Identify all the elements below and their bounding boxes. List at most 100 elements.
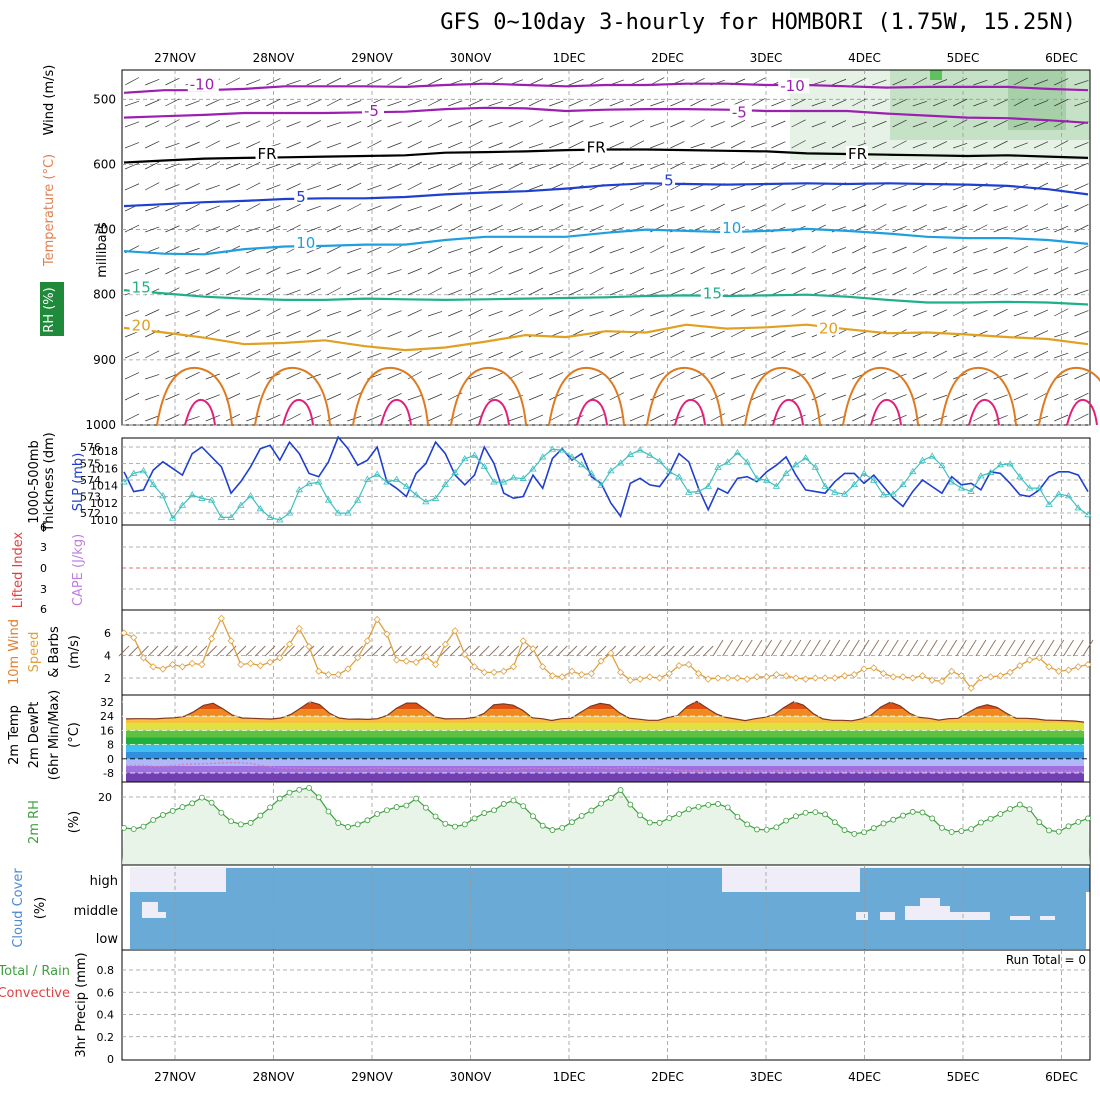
- wind-speed-point: [1084, 660, 1092, 669]
- wind-barb: [1013, 352, 1028, 359]
- cloud-high-bar: [1000, 868, 1018, 880]
- wind-speed-point: [363, 637, 372, 645]
- wind-barbs: [118, 639, 1094, 657]
- wind-barb: [367, 329, 382, 338]
- wind-barb: [165, 246, 180, 254]
- wind-barb: [609, 268, 624, 275]
- wind-barb: [225, 289, 241, 296]
- wind-barb: [448, 289, 463, 296]
- wind-speed-point: [607, 649, 615, 657]
- rh-point: [822, 811, 828, 818]
- wind-speed-point: [753, 673, 761, 681]
- wind-barb: [670, 161, 685, 170]
- wind-barb: [138, 645, 149, 657]
- cloud-high-bar: [980, 868, 1000, 884]
- wind-barb: [994, 639, 1006, 657]
- wind-barb: [609, 351, 624, 359]
- rh-point: [695, 803, 702, 810]
- wind-barb: [710, 162, 725, 170]
- rh-point: [997, 811, 1004, 817]
- wind-barb: [185, 416, 200, 422]
- wind-barb: [407, 329, 422, 338]
- wind-barb: [1013, 98, 1028, 107]
- wind-barb: [993, 205, 1008, 212]
- slp-point: [363, 475, 372, 482]
- wind-barb: [973, 162, 988, 170]
- isotherm-label-bg: [778, 78, 810, 94]
- wind-barb: [693, 645, 704, 657]
- wind-speed-point: [412, 658, 420, 666]
- wind-barb: [528, 143, 544, 149]
- wind-speed-point: [899, 673, 907, 681]
- wind-barb: [286, 162, 301, 170]
- rh-point: [909, 808, 916, 815]
- wind-barb: [347, 330, 362, 338]
- rh-point: [306, 784, 312, 791]
- wind-barb: [1013, 266, 1028, 275]
- wind-barb: [912, 100, 927, 107]
- wind-speed-point: [529, 645, 537, 653]
- wind-barb: [165, 414, 180, 422]
- chart-title: GFS 0~10day 3-hourly for HOMBORI (1.75W,…: [440, 10, 1076, 35]
- wind-barb: [306, 288, 321, 296]
- isotherm-label-bg: [129, 279, 152, 295]
- slp-tick-label: 1018: [90, 445, 118, 458]
- wind-barb: [872, 351, 887, 359]
- wind-barb: [549, 203, 564, 212]
- slp-point: [947, 478, 956, 485]
- wind-barb: [751, 372, 766, 380]
- isotherm-label: 10: [296, 234, 315, 252]
- wind-barb: [225, 224, 241, 233]
- wind-barb: [549, 413, 564, 422]
- wind-speed-point: [743, 675, 751, 683]
- wind-barb: [205, 353, 220, 359]
- pressure-tick-label: 500: [93, 92, 116, 106]
- wind-barb: [1074, 245, 1089, 254]
- wind-barb: [609, 100, 624, 107]
- wind-barb: [367, 140, 382, 149]
- slp-point: [178, 501, 187, 508]
- slp-point: [509, 473, 518, 481]
- wind-barb: [965, 639, 977, 657]
- wind-barb: [1054, 352, 1069, 359]
- slp-point: [801, 454, 810, 461]
- wind-barb: [549, 121, 564, 128]
- wind-barb: [912, 245, 927, 254]
- wind-barb: [367, 119, 382, 128]
- wind-barb: [1063, 639, 1074, 657]
- bottom-date-label: 28NOV: [253, 1070, 295, 1084]
- wind-barb: [839, 639, 850, 657]
- slp-point: [120, 478, 128, 485]
- slp-point: [870, 476, 878, 483]
- wind-speed-point: [646, 673, 654, 681]
- wind-barb: [468, 246, 483, 254]
- wind-speed-point: [977, 674, 985, 682]
- rh-point: [442, 820, 449, 827]
- wind-barb: [488, 183, 503, 191]
- slp-point: [1074, 504, 1082, 511]
- wind-barb: [751, 310, 766, 317]
- wind-speed-point: [1074, 663, 1082, 671]
- hot-contour: [968, 398, 1000, 426]
- wind-speed-point: [432, 660, 440, 669]
- wind-barb: [427, 77, 443, 86]
- wind-barb: [852, 266, 867, 275]
- wind-barb: [362, 645, 373, 657]
- wind-barb: [286, 183, 301, 191]
- wind-barb: [549, 141, 564, 149]
- wind-speed-point: [383, 630, 391, 638]
- wind-speed-line: [123, 616, 1089, 690]
- wind-barb: [670, 120, 685, 128]
- wind-barb: [730, 394, 746, 401]
- wind-barb: [549, 224, 564, 233]
- top-date-label: 1DEC: [553, 51, 586, 65]
- wind-barb: [1013, 163, 1028, 170]
- wind-speed-point: [217, 614, 225, 622]
- wind-barb: [1033, 392, 1049, 401]
- wind-barb: [427, 373, 443, 380]
- wind-barb: [427, 98, 443, 107]
- wind-barb: [326, 163, 342, 170]
- wind-barb: [811, 183, 826, 191]
- wind-barb: [589, 414, 604, 422]
- wind-barb: [791, 98, 806, 107]
